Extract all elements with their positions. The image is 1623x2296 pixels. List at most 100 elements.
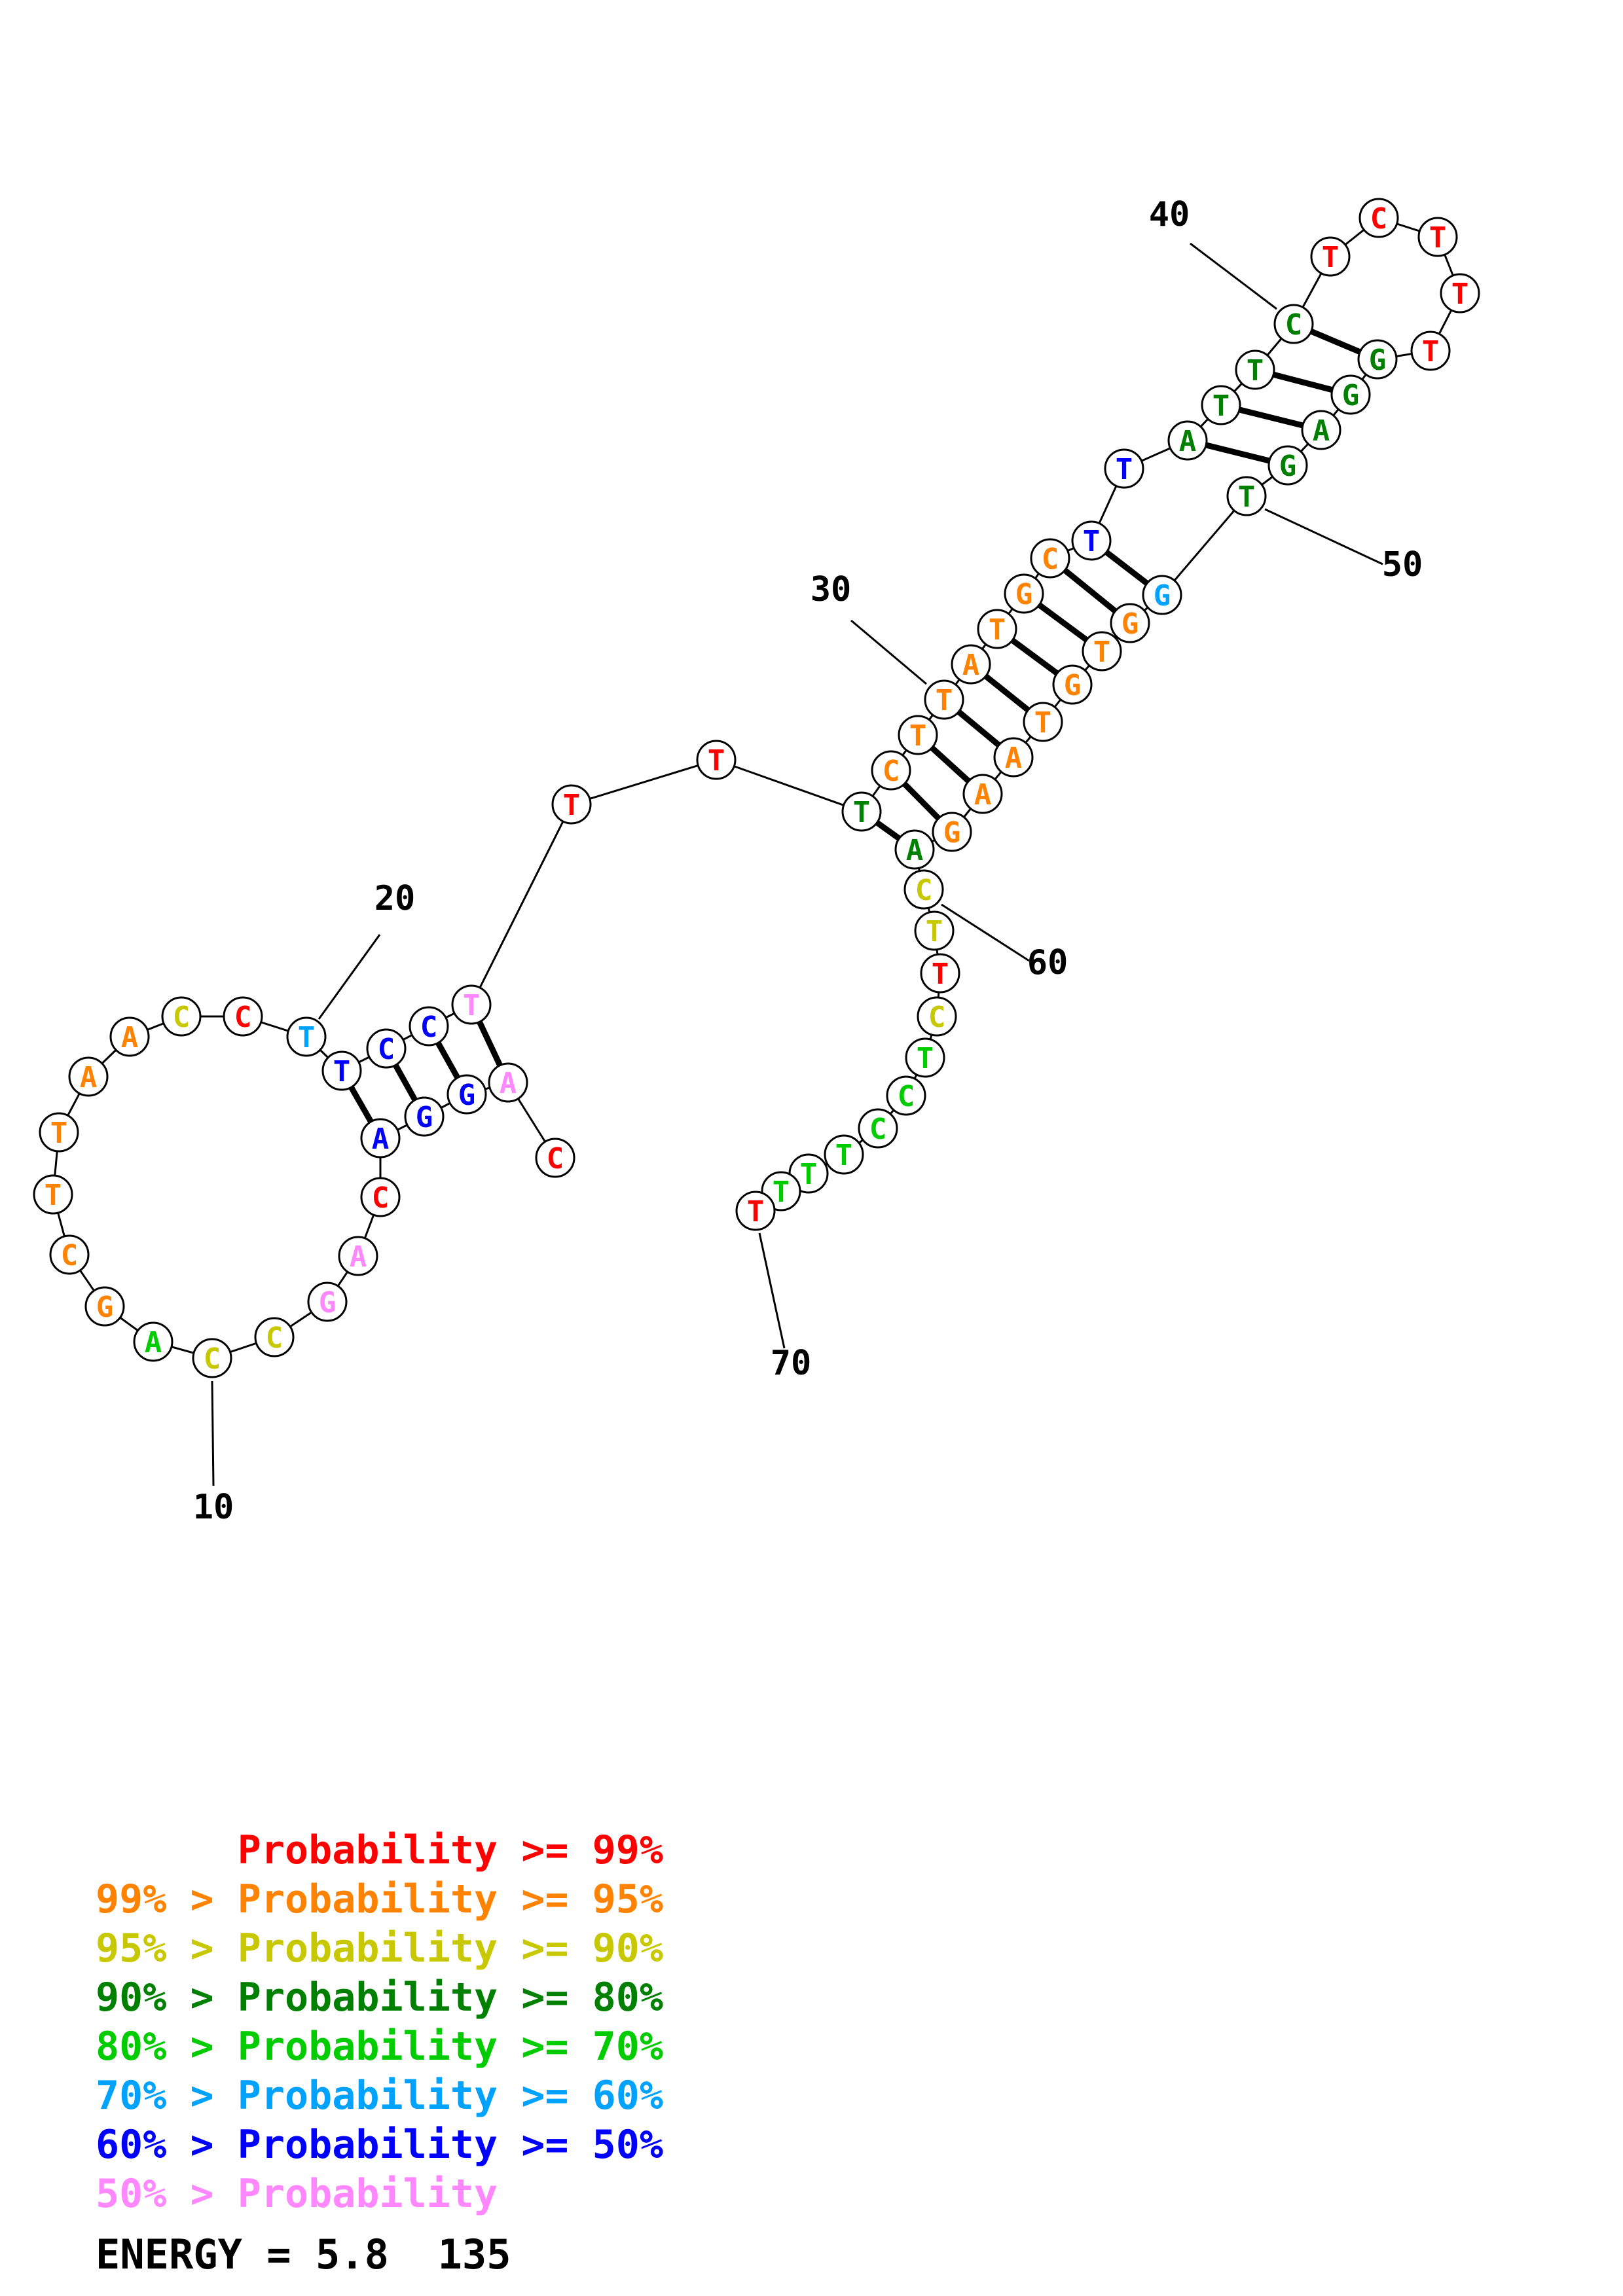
nucleotide-circle [68, 1056, 109, 1097]
nucleotide-base: T [747, 1195, 765, 1229]
position-label: 10 [193, 1488, 234, 1527]
nucleotide-circle [254, 1317, 295, 1357]
nucleotide-circle [1023, 702, 1063, 742]
nucleotide-base: T [463, 989, 481, 1022]
nucleotide-base: G [416, 1101, 433, 1134]
legend-item: 80% > Probability >= 70% [96, 2024, 663, 2070]
label-leader-line [758, 1232, 786, 1349]
nucleotide-base: T [1247, 354, 1264, 387]
nucleotide-circle [932, 812, 972, 852]
nucleotide-circle [1071, 520, 1112, 561]
position-label: 30 [811, 570, 852, 609]
nucleotide-circle [366, 1028, 407, 1069]
nucleotide-circle [1052, 664, 1093, 705]
nucleotide-base: G [1342, 379, 1360, 412]
nucleotide-circle [39, 1112, 79, 1153]
nucleotide-base: A [121, 1021, 139, 1054]
nucleotide-circle [535, 1138, 575, 1178]
nucleotide-base: C [420, 1011, 438, 1044]
nucleotide-circle [192, 1338, 232, 1378]
nucleotide-circle [551, 784, 592, 825]
position-label: 20 [374, 879, 416, 918]
nucleotide-base: G [1064, 669, 1082, 702]
nucleotide-base: A [500, 1067, 517, 1100]
nucleotide-circle [914, 910, 955, 951]
nucleotide-circle [886, 1075, 926, 1116]
position-label: 60 [1027, 943, 1068, 982]
legend-item: 99% > Probability >= 95% [96, 1876, 663, 1922]
nucleotide-base: T [1451, 278, 1469, 311]
nucleotide-circle [488, 1062, 528, 1103]
label-leader-line [318, 934, 381, 1020]
nucleotide-base: A [1313, 414, 1330, 448]
nucleotide-base: C [1285, 308, 1303, 342]
legend-item: 95% > Probability >= 90% [96, 1926, 663, 1971]
energy-label: ENERGY = 5.8 135 [96, 2231, 511, 2278]
label-leader-line [211, 1380, 215, 1486]
legend-item: 50% > Probability [96, 2171, 498, 2217]
nucleotide-base: C [1042, 543, 1059, 576]
nucleotide-circle [898, 715, 938, 755]
nucleotide-base: T [1238, 480, 1256, 514]
nucleotide-base: A [1179, 425, 1197, 458]
nucleotide-base: A [962, 649, 980, 682]
nucleotide-circle [696, 740, 737, 780]
nucleotide-circle [84, 1286, 125, 1327]
nucleotide-base: A [906, 834, 924, 867]
nucleotide-circle [951, 644, 991, 685]
nucleotide-circle [451, 984, 492, 1025]
nucleotide-base: G [1279, 450, 1297, 483]
legend-item: 60% > Probability >= 50% [96, 2122, 663, 2168]
label-leader-line [1190, 242, 1277, 310]
nucleotide-circle [871, 750, 911, 791]
nucleotide-base: T [1422, 335, 1440, 368]
nucleotide-base: T [563, 789, 581, 822]
nucleotide-circle [1226, 476, 1267, 516]
nucleotide-circle [1440, 273, 1480, 314]
legend-item: Probability >= 99% [96, 1827, 663, 1873]
nucleotide-base: A [974, 778, 992, 812]
nucleotide-base: C [204, 1342, 221, 1376]
nucleotide-base: T [932, 958, 949, 991]
nucleotide-circle [920, 953, 960, 994]
probability-legend: Probability >= 99% 99% > Probability >= 9… [96, 1826, 663, 2219]
nucleotide-circle [858, 1108, 898, 1149]
nucleotide-circle [1417, 217, 1458, 257]
nucleotide-base: T [50, 1117, 68, 1150]
position-label: 50 [1382, 545, 1423, 584]
nucleotide-circle [1167, 420, 1208, 461]
nucleotide-base: C [173, 1001, 191, 1034]
nucleotide-base: T [853, 796, 871, 829]
nucleotide-circle [917, 996, 957, 1037]
nucleotide-base: C [61, 1239, 79, 1272]
nucleotide-base: C [266, 1321, 283, 1355]
position-label: 40 [1149, 195, 1190, 234]
nucleotide-base: G [319, 1286, 337, 1319]
nucleotide-base: G [943, 816, 961, 850]
legend-item: 70% > Probability >= 60% [96, 2073, 663, 2119]
nucleotide-base: C [883, 755, 900, 788]
nucleotide-base: T [773, 1175, 790, 1209]
nucleotide-base: T [926, 915, 943, 948]
nucleotide-base: T [800, 1158, 818, 1191]
backbone-line [571, 759, 717, 806]
nucleotide-base: T [708, 744, 725, 778]
nucleotide-base: G [1369, 344, 1387, 377]
nucleotide-base: T [1116, 453, 1133, 486]
nucleotide-base: T [1429, 221, 1447, 255]
nucleotide-circle [1201, 385, 1241, 425]
nucleotide-circle [1030, 538, 1070, 579]
backbone-line [716, 759, 862, 813]
nucleotide-base: T [1034, 706, 1052, 740]
nucleotide-base: C [378, 1033, 395, 1066]
nucleotide-base: A [1005, 742, 1023, 775]
nucleotide-circle [307, 1282, 348, 1322]
nucleotide-circle [924, 679, 964, 720]
label-leader-line [850, 619, 927, 685]
nucleotide-circle [1410, 331, 1451, 371]
nucleotide-base: C [915, 874, 933, 907]
nucleotide-circle [1330, 374, 1371, 415]
nucleotide-circle [1357, 339, 1398, 380]
nucleotide-circle [841, 791, 882, 832]
